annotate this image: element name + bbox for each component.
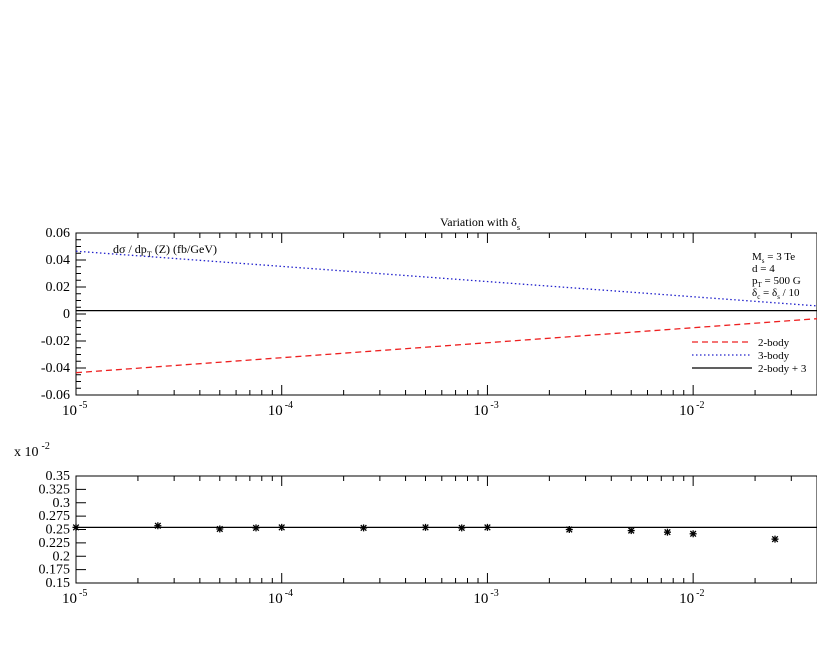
data-point — [565, 526, 573, 533]
bottom-y-tick-label: 0.275 — [39, 509, 71, 524]
data-point — [216, 525, 224, 533]
top-y-tick-label: -0.02 — [41, 334, 70, 349]
chart-title: Variation with δs — [440, 215, 520, 232]
bottom-y-tick-label: 0.325 — [39, 482, 71, 497]
bottom-x-tick-label: 10 -4 — [268, 588, 293, 607]
bottom-y-tick-label: 0.225 — [39, 536, 71, 551]
data-point — [360, 524, 368, 532]
data-point — [458, 524, 466, 532]
top-x-tick-label: 10 -5 — [62, 400, 87, 419]
data-point — [689, 530, 697, 538]
data-point — [627, 527, 635, 535]
parameter-annotation: d = 4 — [752, 263, 775, 275]
legend-label: 2-body + 3 — [758, 363, 807, 375]
bottom-panel: 10 -5 10 -4 10 -3 10 -20.350.3250.30.2750.250.2… — [14, 441, 817, 607]
data-point — [154, 522, 162, 530]
series-line-2-body — [75, 318, 817, 374]
y-multiplier-label: x 10 -2 — [14, 441, 50, 460]
bottom-y-tick-label: 0.35 — [46, 469, 71, 484]
data-point — [663, 528, 671, 536]
data-point — [72, 523, 80, 531]
parameter-annotation: δc = δs / 10 — [752, 287, 800, 301]
legend-label: 2-body — [758, 337, 790, 349]
bottom-x-tick-label: 10 -5 — [62, 588, 87, 607]
top-x-tick-label: 10 -3 — [473, 400, 498, 419]
top-y-tick-label: 0.02 — [46, 280, 71, 295]
top-x-tick-label: 10 -4 — [268, 400, 293, 419]
top-y-tick-label: 0.04 — [46, 253, 71, 268]
data-point — [422, 523, 430, 531]
top-frame — [75, 232, 817, 396]
top-panel: 10 -5 10 -4 10 -3 10 -2 0.06 0.04 0.02 0 -0.02 -0.04 -… — [41, 215, 817, 419]
data-point — [252, 524, 260, 532]
legend-label: 3-body — [758, 350, 790, 362]
top-y-tick-label: 0 — [63, 307, 70, 322]
bottom-y-tick-label: 0.175 — [39, 563, 71, 578]
data-point — [278, 523, 286, 531]
bottom-x-tick-label: 10 -2 — [679, 588, 704, 607]
top-y-tick-label: -0.06 — [41, 388, 70, 403]
top-y-tick-label: 0.06 — [46, 226, 71, 241]
bottom-y-tick-label: 0.3 — [53, 496, 71, 511]
data-point — [771, 535, 779, 543]
parameter-annotation: pT = 500 G — [752, 275, 801, 289]
data-point — [483, 523, 491, 531]
y-axis-label: dσ / dpT (Z) (fb/GeV) — [113, 242, 217, 259]
series-line-3-body — [75, 250, 817, 307]
bottom-frame — [75, 475, 817, 584]
bottom-y-tick-label: 0.15 — [46, 576, 71, 591]
parameter-annotation: Ms = 3 Te — [752, 251, 795, 265]
bottom-y-tick-label: 0.25 — [46, 523, 71, 538]
bottom-x-tick-label: 10 -3 — [473, 588, 498, 607]
top-x-tick-label: 10 -2 — [679, 400, 704, 419]
top-y-tick-label: -0.04 — [41, 361, 70, 376]
bottom-y-tick-label: 0.2 — [53, 549, 71, 564]
